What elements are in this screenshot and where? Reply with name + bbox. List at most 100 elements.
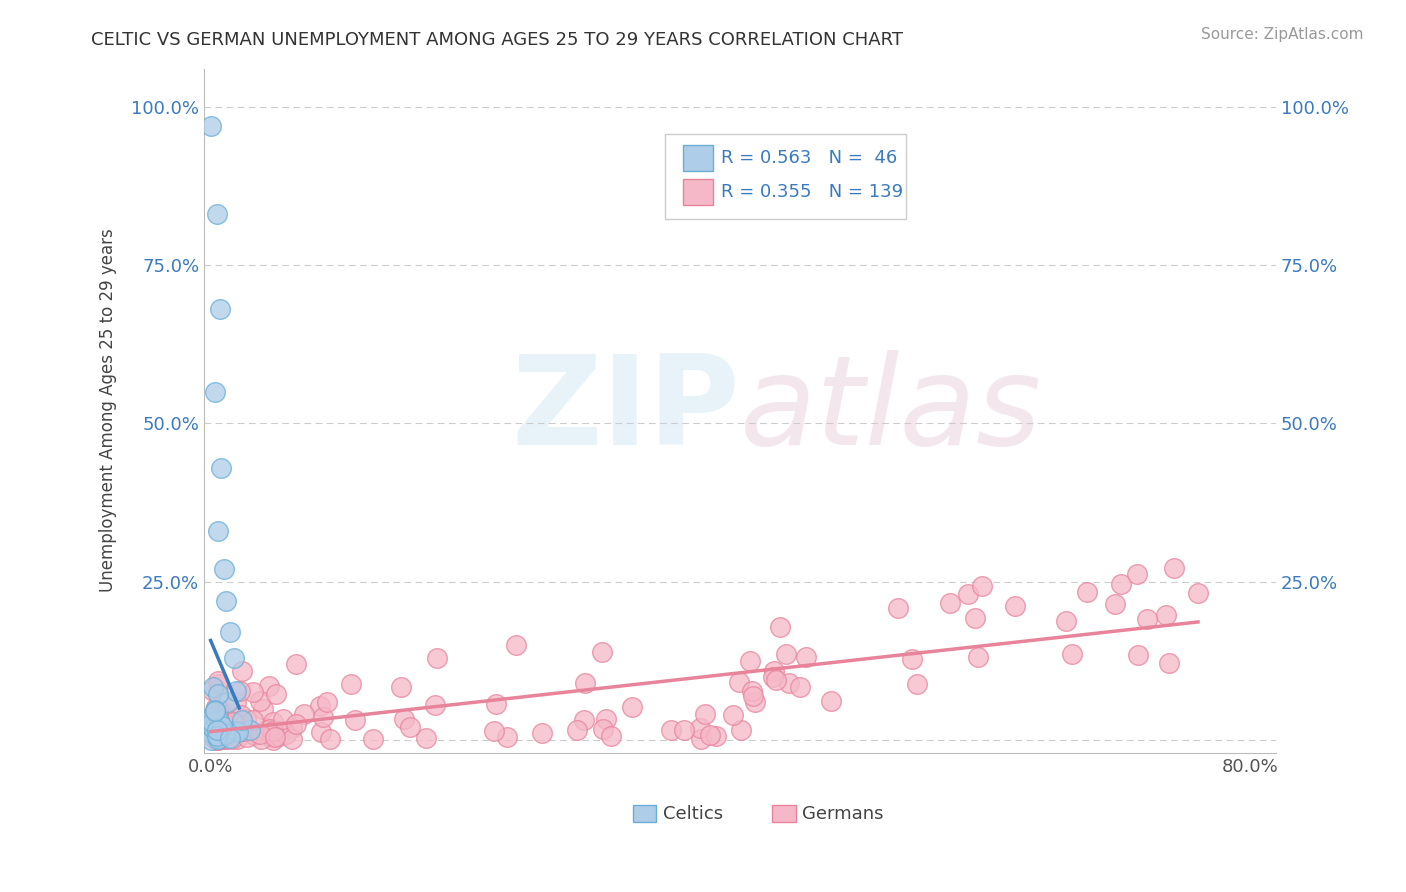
Point bbox=[972, 579, 994, 593]
Point bbox=[592, 722, 614, 736]
Point bbox=[704, 729, 727, 743]
Point bbox=[205, 732, 228, 747]
Point bbox=[1126, 566, 1149, 581]
Point bbox=[212, 705, 235, 719]
Point bbox=[267, 724, 290, 739]
Point bbox=[205, 721, 228, 735]
Point bbox=[202, 717, 225, 731]
Point bbox=[205, 732, 228, 747]
Point bbox=[217, 731, 239, 745]
Point bbox=[212, 728, 235, 742]
Point bbox=[340, 677, 363, 691]
Point bbox=[200, 712, 222, 726]
Point bbox=[218, 731, 240, 745]
Point bbox=[820, 694, 842, 708]
Point bbox=[207, 673, 229, 688]
Point bbox=[207, 709, 229, 723]
Point bbox=[778, 675, 800, 690]
Point bbox=[243, 728, 266, 742]
Point bbox=[207, 732, 229, 747]
Point bbox=[225, 683, 247, 698]
Point bbox=[215, 724, 238, 739]
Point bbox=[672, 723, 695, 737]
Point bbox=[262, 731, 284, 745]
Point bbox=[207, 732, 229, 747]
Point bbox=[1076, 585, 1098, 599]
Point bbox=[215, 731, 238, 746]
Point bbox=[202, 723, 225, 738]
Point bbox=[311, 724, 333, 739]
Point bbox=[208, 677, 231, 691]
Text: atlas: atlas bbox=[740, 350, 1042, 471]
Point bbox=[205, 719, 228, 733]
Point bbox=[242, 713, 264, 727]
Point bbox=[567, 723, 589, 737]
Point bbox=[207, 728, 229, 742]
Text: Celtics: Celtics bbox=[662, 805, 723, 823]
Point bbox=[1187, 586, 1209, 600]
Point bbox=[426, 650, 449, 665]
Point bbox=[1157, 657, 1180, 671]
Point bbox=[273, 712, 295, 726]
Point bbox=[939, 596, 962, 610]
Point bbox=[204, 704, 226, 718]
Point bbox=[200, 729, 222, 743]
Point bbox=[222, 650, 245, 665]
Point bbox=[207, 706, 229, 721]
Point bbox=[620, 699, 643, 714]
Point bbox=[222, 710, 245, 724]
Point bbox=[257, 723, 280, 737]
Y-axis label: Unemployment Among Ages 25 to 29 years: Unemployment Among Ages 25 to 29 years bbox=[100, 228, 117, 592]
Point bbox=[659, 723, 682, 737]
Point bbox=[285, 717, 308, 731]
Point bbox=[201, 680, 224, 694]
Point bbox=[204, 703, 226, 717]
Point bbox=[207, 524, 229, 538]
Point bbox=[695, 706, 717, 721]
Point bbox=[202, 721, 225, 735]
Point bbox=[214, 732, 236, 747]
Text: Germans: Germans bbox=[803, 805, 884, 823]
Point bbox=[740, 655, 762, 669]
Point bbox=[762, 664, 785, 678]
Point bbox=[262, 723, 284, 738]
Point bbox=[221, 719, 243, 733]
Point bbox=[574, 676, 596, 690]
Point bbox=[689, 721, 711, 735]
Point bbox=[292, 706, 315, 721]
Point bbox=[208, 726, 231, 740]
Point bbox=[249, 726, 271, 740]
Point bbox=[205, 723, 228, 738]
Point bbox=[392, 712, 415, 726]
Point bbox=[531, 726, 554, 740]
Point bbox=[239, 723, 262, 738]
Point bbox=[205, 729, 228, 743]
Point bbox=[690, 731, 713, 746]
Point bbox=[762, 670, 785, 684]
Point bbox=[1109, 576, 1132, 591]
Text: R = 0.355   N = 139: R = 0.355 N = 139 bbox=[721, 184, 903, 202]
Point bbox=[217, 696, 239, 710]
Point bbox=[205, 699, 228, 714]
Point bbox=[214, 727, 236, 741]
Point bbox=[202, 727, 225, 741]
Point bbox=[744, 695, 766, 709]
Point bbox=[224, 727, 246, 741]
Point bbox=[229, 707, 252, 722]
Text: Source: ZipAtlas.com: Source: ZipAtlas.com bbox=[1201, 27, 1364, 42]
Point bbox=[225, 695, 247, 709]
Point bbox=[1004, 599, 1026, 613]
Point bbox=[721, 707, 744, 722]
Point bbox=[699, 728, 721, 742]
Point bbox=[214, 730, 236, 744]
Point bbox=[505, 638, 527, 652]
Point bbox=[201, 714, 224, 729]
Point bbox=[209, 731, 232, 745]
Bar bbox=[683, 145, 713, 171]
Point bbox=[957, 587, 980, 601]
Point bbox=[208, 714, 231, 728]
Point bbox=[233, 724, 256, 739]
Point bbox=[228, 724, 250, 739]
Point bbox=[200, 725, 222, 739]
Point bbox=[200, 733, 222, 747]
